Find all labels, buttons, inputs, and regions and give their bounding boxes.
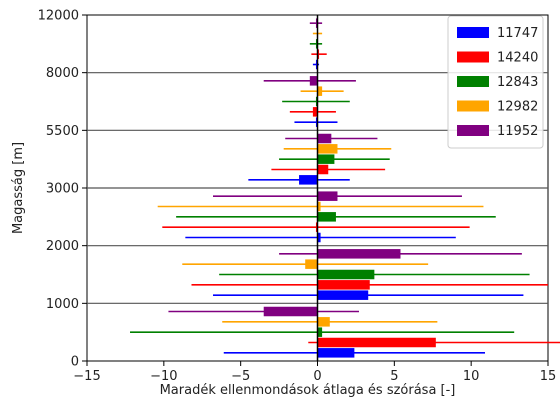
- legend-label-12843: 12843: [497, 75, 538, 90]
- y-tick-label: 12000: [38, 9, 79, 24]
- legend-swatch-11952: [457, 125, 489, 136]
- legend-box: [447, 15, 544, 149]
- y-tick-label: 0: [71, 355, 79, 370]
- legend-swatch-12982: [457, 100, 489, 112]
- y-tick-label: 8000: [46, 66, 79, 81]
- x-tick-label: 10: [463, 369, 480, 384]
- legend-label-11952: 11952: [497, 124, 538, 139]
- x-tick-label: 0: [313, 369, 321, 384]
- x-axis-label: Maradék ellenmondások átlaga és szórása …: [160, 383, 456, 398]
- legend-label-12982: 12982: [497, 100, 538, 115]
- y-tick-label: 1000: [46, 297, 79, 312]
- x-tick-label: −10: [150, 369, 177, 384]
- y-axis-label: Magasság [m]: [11, 142, 26, 234]
- y-tick-label: 5500: [46, 124, 79, 139]
- legend-swatch-12843: [457, 76, 489, 87]
- x-tick-label: 5: [390, 369, 398, 384]
- legend-swatch-14240: [457, 51, 489, 63]
- x-tick-label: −5: [231, 369, 250, 384]
- legend-swatch-11747: [457, 27, 489, 38]
- legend-label-14240: 14240: [497, 51, 538, 66]
- x-tick-label: 15: [540, 369, 557, 384]
- y-tick-label: 2000: [46, 239, 79, 254]
- y-tick-label: 3000: [46, 182, 79, 197]
- legend-label-11747: 11747: [497, 26, 538, 41]
- x-tick-label: −15: [73, 369, 100, 384]
